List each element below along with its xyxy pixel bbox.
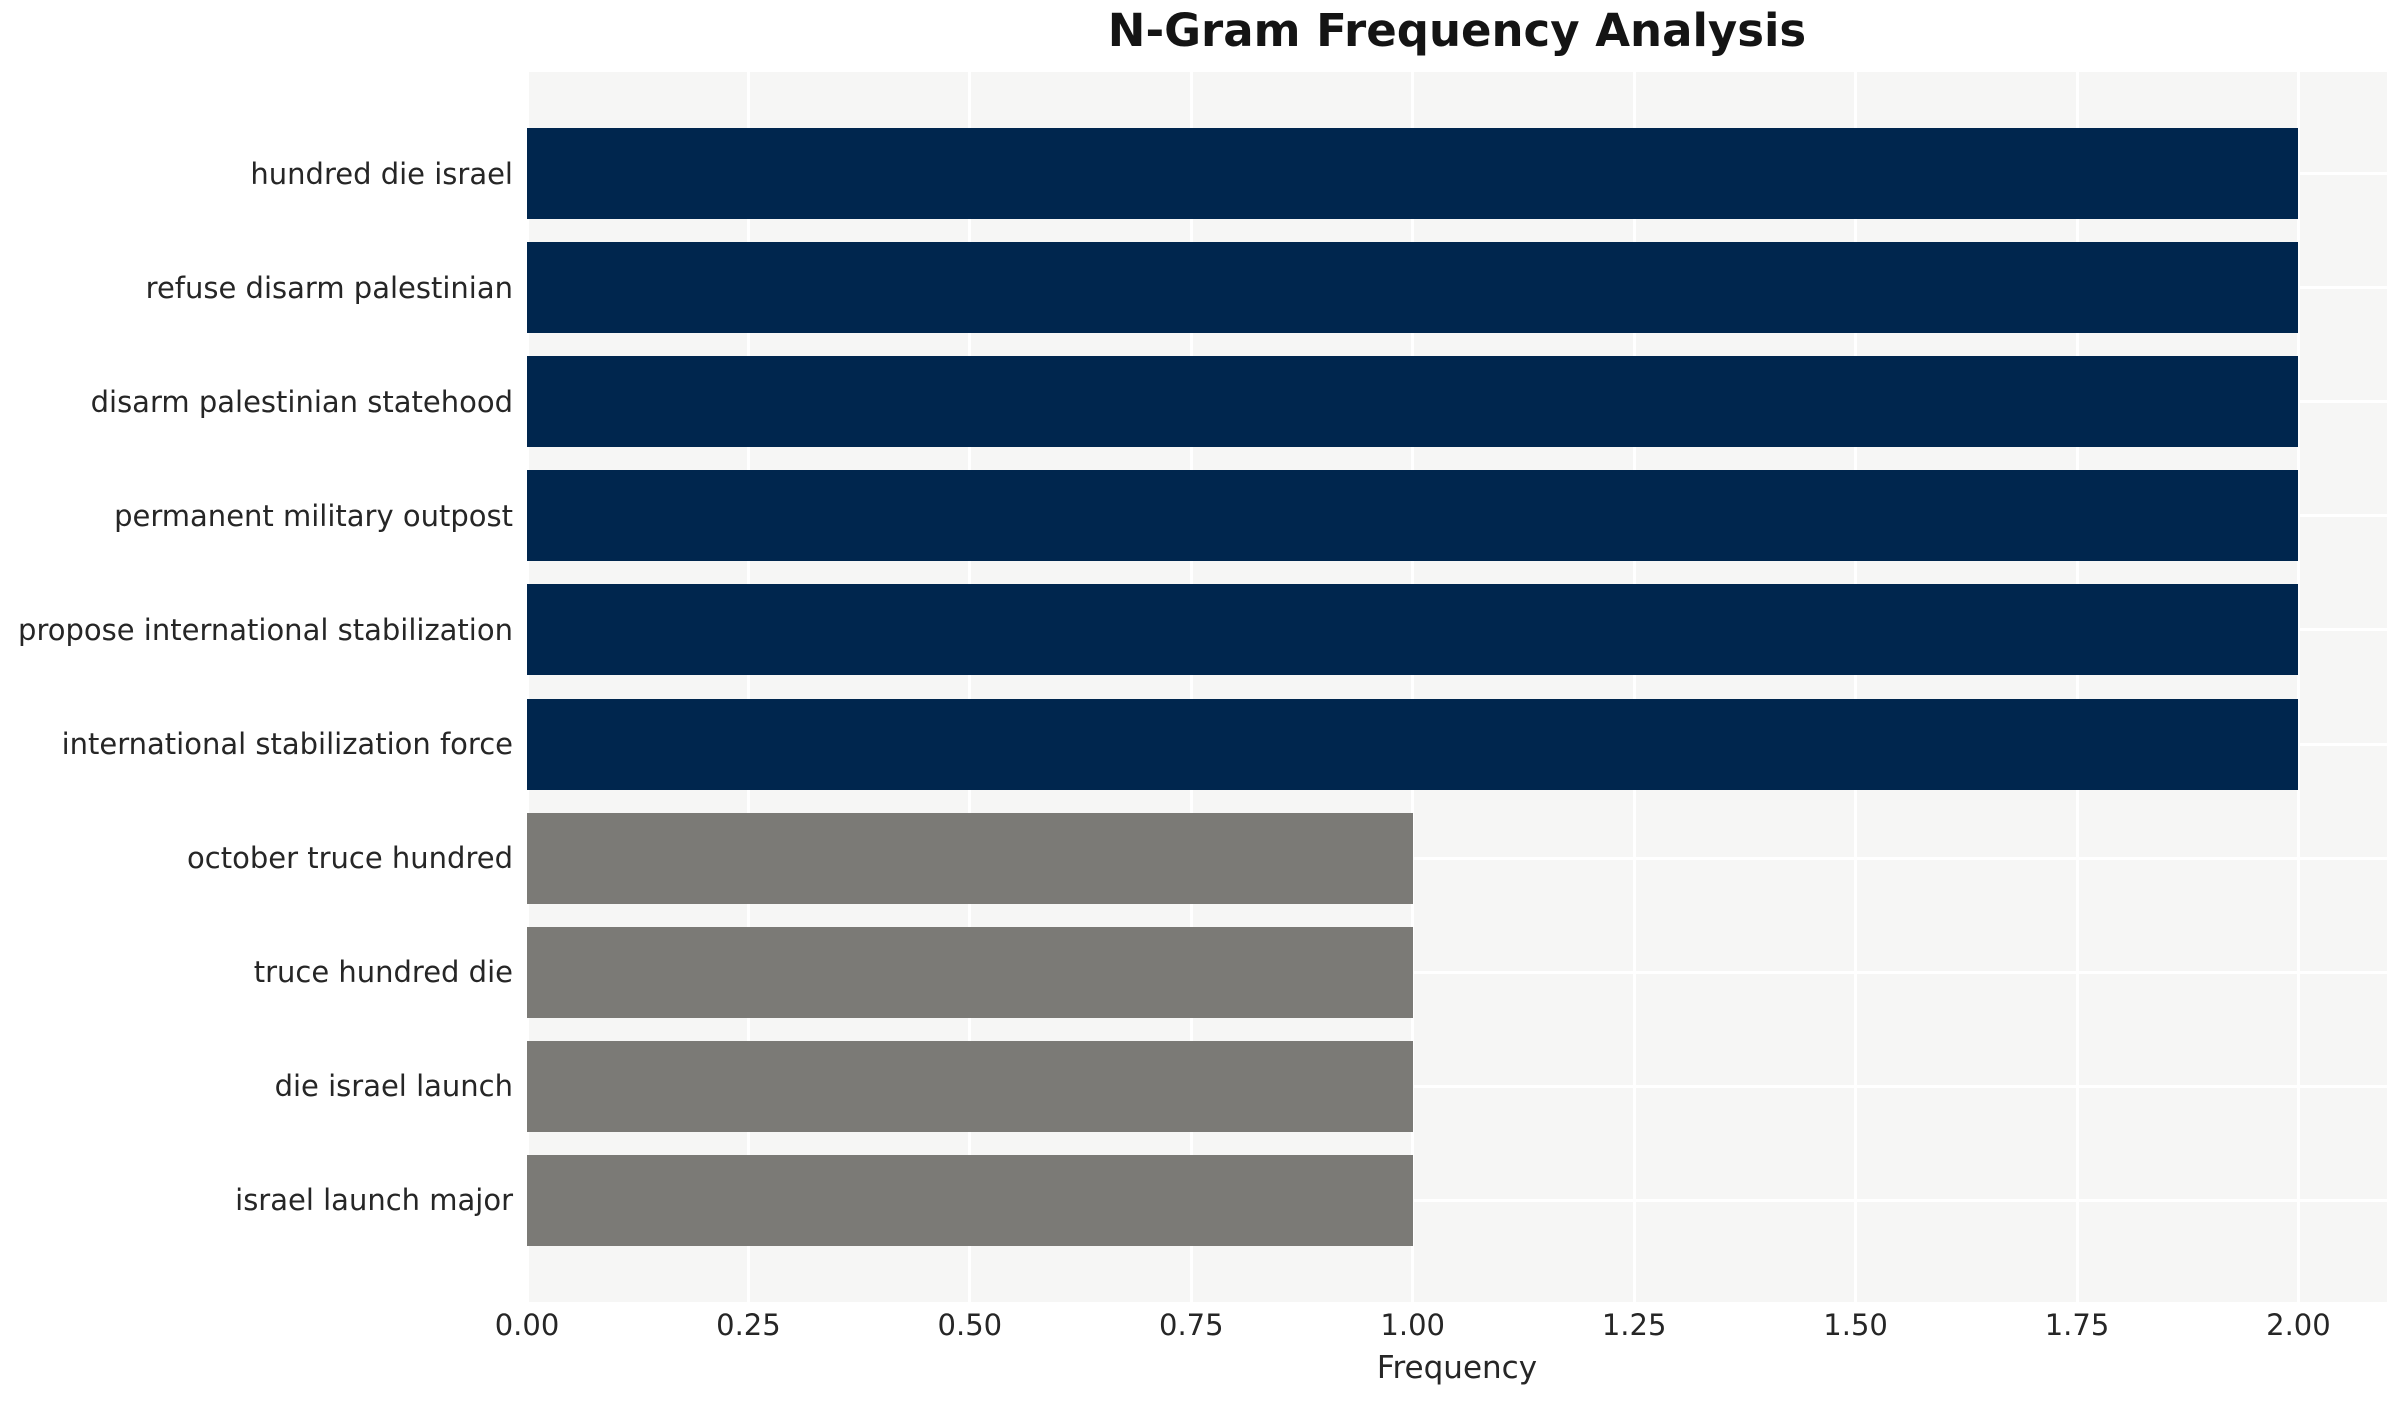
bar xyxy=(527,698,2299,790)
y-tick-label: october truce hundred xyxy=(187,841,513,876)
bar xyxy=(527,584,2299,676)
bar xyxy=(527,1040,1413,1132)
vertical-gridline xyxy=(1189,72,1193,1302)
chart-title: N-Gram Frequency Analysis xyxy=(1107,4,1807,57)
y-tick-label: truce hundred die xyxy=(253,955,513,990)
x-tick-label: 1.75 xyxy=(2044,1308,2110,1342)
y-tick-label: israel launch major xyxy=(235,1183,513,1218)
y-tick-label: international stabilization force xyxy=(61,727,513,761)
bar xyxy=(527,470,2299,562)
bar xyxy=(527,926,1413,1018)
x-tick-label: 0.50 xyxy=(937,1308,1003,1342)
horizontal-gridline xyxy=(527,970,2387,974)
plot-area xyxy=(525,72,2387,1302)
x-axis-ticks: 0.00 0.25 0.50 0.75 1.00 1.25 1.50 1.75 2.00 xyxy=(495,1308,2387,1344)
x-tick-label: 1.00 xyxy=(1380,1308,1445,1342)
horizontal-gridline xyxy=(527,856,2387,860)
y-tick-label: hundred die israel xyxy=(250,156,513,191)
y-tick-label: die israel launch xyxy=(274,1069,513,1104)
horizontal-gridline xyxy=(527,1198,2387,1202)
x-tick-label: 1.50 xyxy=(1823,1308,1888,1342)
x-tick-label: 1.25 xyxy=(1601,1308,1667,1342)
bar xyxy=(527,242,2299,334)
vertical-gridline xyxy=(2296,72,2300,1302)
vertical-gridline xyxy=(746,72,750,1302)
vertical-gridline xyxy=(2075,72,2079,1302)
bar xyxy=(527,1154,1413,1246)
horizontal-gridline xyxy=(527,1084,2387,1088)
bar xyxy=(527,356,2299,448)
x-axis-label: Frequency xyxy=(1376,1350,1538,1386)
vertical-gridline xyxy=(1854,72,1858,1302)
y-axis-labels: hundred die israel refuse disarm palestin… xyxy=(0,72,513,1302)
bar xyxy=(527,812,1413,904)
vertical-gridline xyxy=(968,72,972,1302)
bars-layer xyxy=(527,72,2387,1302)
x-tick-label: 0.75 xyxy=(1158,1308,1224,1342)
vertical-gridlines xyxy=(525,72,2387,1302)
vertical-gridline xyxy=(1632,72,1636,1302)
vertical-gridline xyxy=(525,72,529,1302)
y-tick-label: permanent military outpost xyxy=(114,498,513,533)
bar xyxy=(527,128,2299,219)
y-tick-label: refuse disarm palestinian xyxy=(145,270,513,305)
vertical-gridline xyxy=(1411,72,1415,1302)
x-tick-label: 0.25 xyxy=(716,1308,781,1342)
y-tick-label: disarm palestinian statehood xyxy=(90,384,513,419)
x-tick-label: 2.00 xyxy=(2266,1308,2331,1342)
x-tick-label: 0.00 xyxy=(494,1308,560,1342)
y-tick-label: propose international stabilization xyxy=(18,612,513,647)
